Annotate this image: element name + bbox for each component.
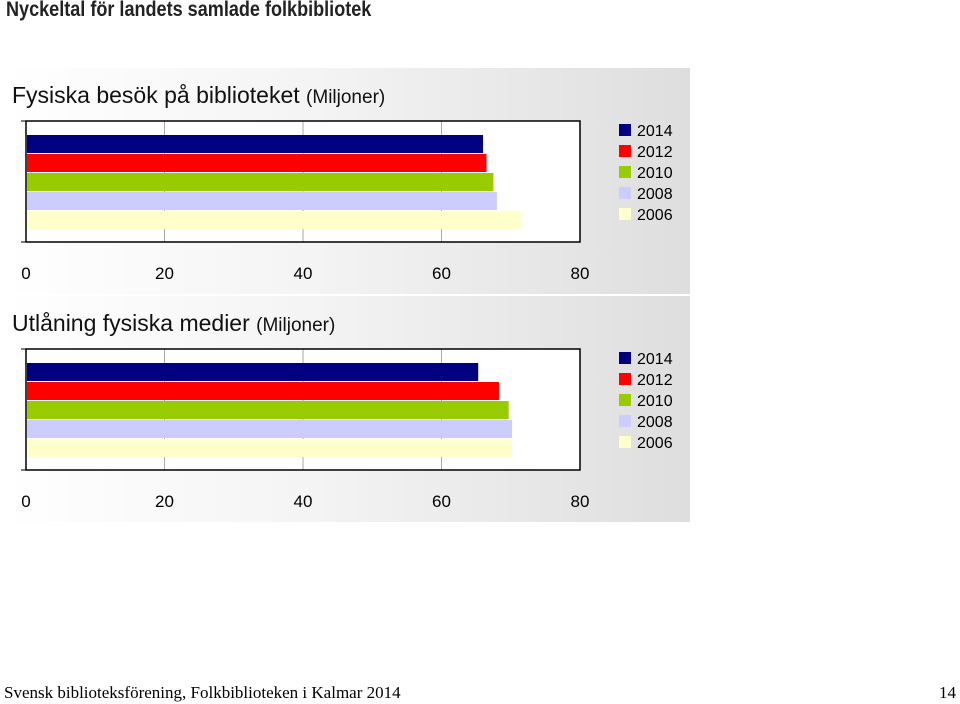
legend-label: 2014 bbox=[637, 123, 673, 140]
x-tick-label: 80 bbox=[571, 264, 590, 283]
legend-label: 2008 bbox=[637, 186, 673, 203]
chart-title-text: Fysiska besök på biblioteket bbox=[12, 82, 300, 108]
bar-2010 bbox=[27, 401, 509, 419]
legend-label: 2010 bbox=[637, 393, 673, 410]
legend-label: 2006 bbox=[637, 435, 673, 452]
x-tick-label: 0 bbox=[21, 264, 30, 283]
legend-swatch-2014 bbox=[619, 352, 631, 364]
chart-title: Utlåning fysiska medier (Miljoner) bbox=[12, 310, 335, 337]
x-tick-label: 40 bbox=[294, 492, 313, 511]
legend-label: 2008 bbox=[637, 414, 673, 431]
legend-label: 2012 bbox=[637, 144, 673, 161]
bar-2006 bbox=[27, 211, 522, 229]
legend-label: 2006 bbox=[637, 207, 673, 224]
bar-2012 bbox=[27, 382, 499, 400]
bar-2014 bbox=[27, 135, 484, 153]
x-tick-label: 0 bbox=[21, 492, 30, 511]
plot-frame bbox=[25, 348, 581, 471]
chart-title-text: Utlåning fysiska medier bbox=[12, 310, 250, 336]
chart-title: Fysiska besök på biblioteket (Miljoner) bbox=[12, 82, 385, 109]
bar-2012 bbox=[27, 154, 487, 172]
bar-2006 bbox=[27, 439, 513, 457]
chart-title-unit: (Miljoner) bbox=[306, 87, 386, 108]
x-tick-label: 20 bbox=[155, 264, 174, 283]
bar-2014 bbox=[27, 363, 479, 381]
legend-swatch-2012 bbox=[619, 373, 631, 385]
chart-panel-loans: Utlåning fysiska medier (Miljoner) 0 20 40… bbox=[2, 296, 690, 522]
x-tick-label: 60 bbox=[432, 492, 451, 511]
x-tick-label: 20 bbox=[155, 492, 174, 511]
page-title: Nyckeltal för landets samlade folkbiblio… bbox=[6, 0, 372, 21]
plot-frame bbox=[25, 120, 581, 243]
bar-2008 bbox=[27, 420, 513, 438]
footer-text: Svensk biblioteksförening, Folkbibliotek… bbox=[4, 683, 401, 702]
bar-2010 bbox=[27, 173, 494, 191]
bar-chart-loans: 0 20 40 60 80 2014 2012 2010 2008 2006 bbox=[21, 348, 673, 511]
bar-chart-visits: 0 20 40 60 80 2014 2012 2010 2008 2006 bbox=[21, 120, 673, 283]
legend-swatch-2006 bbox=[619, 208, 631, 220]
legend-swatch-2008 bbox=[619, 187, 631, 199]
legend-swatch-2006 bbox=[619, 436, 631, 448]
legend-swatch-2010 bbox=[619, 166, 631, 178]
legend-label: 2014 bbox=[637, 351, 673, 368]
x-tick-label: 80 bbox=[571, 492, 590, 511]
chart-title-unit: (Miljoner) bbox=[256, 315, 336, 336]
page-number: 14 bbox=[939, 683, 956, 702]
x-tick-label: 40 bbox=[294, 264, 313, 283]
bar-2008 bbox=[27, 192, 497, 210]
legend-swatch-2012 bbox=[619, 145, 631, 157]
legend-swatch-2008 bbox=[619, 415, 631, 427]
legend-label: 2012 bbox=[637, 372, 673, 389]
legend-swatch-2014 bbox=[619, 124, 631, 136]
x-tick-label: 60 bbox=[432, 264, 451, 283]
chart-panel-visits: Fysiska besök på biblioteket (Miljoner) … bbox=[2, 68, 690, 294]
legend-label: 2010 bbox=[637, 165, 673, 182]
legend-swatch-2010 bbox=[619, 394, 631, 406]
